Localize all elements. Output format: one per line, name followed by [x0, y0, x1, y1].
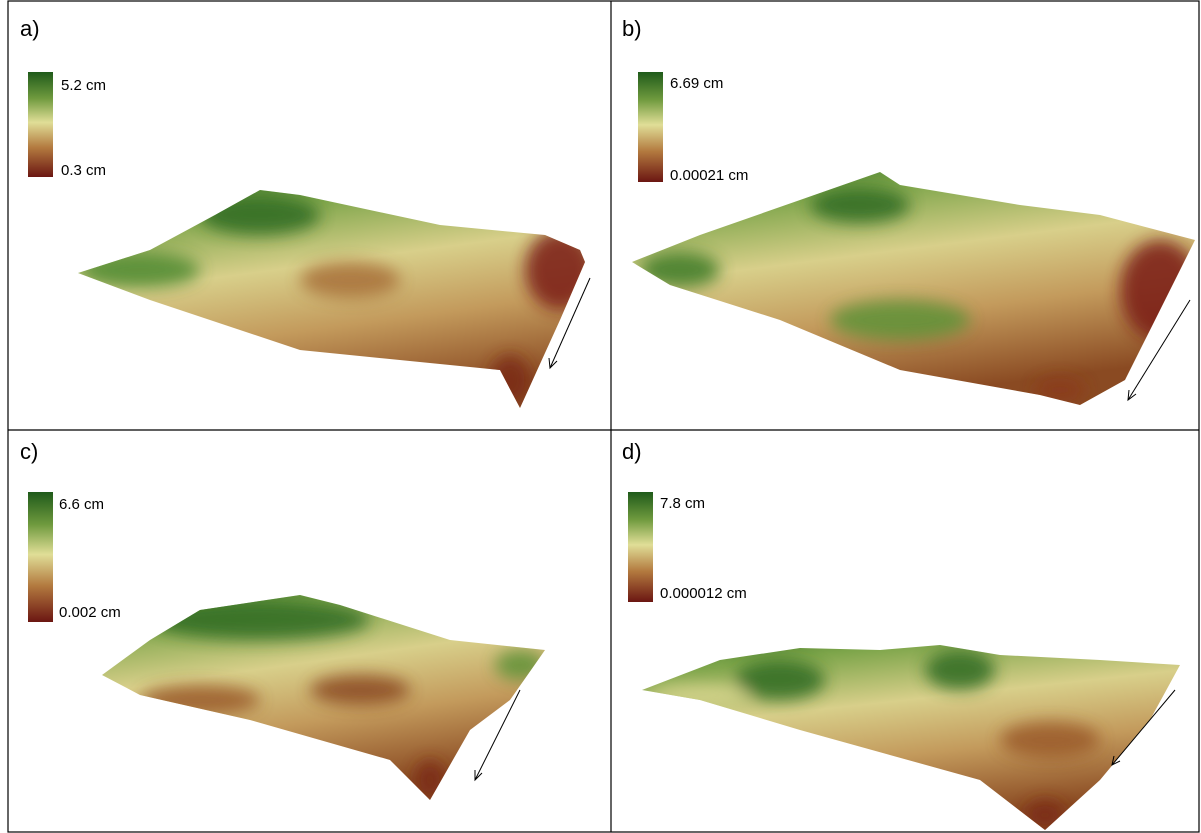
legend-min: 0.002 cm	[59, 604, 121, 621]
legend-max: 7.8 cm	[660, 495, 705, 512]
panel: d) 7.8 cm 0.000012 cm	[622, 439, 1180, 830]
legend-max: 5.2 cm	[61, 77, 106, 94]
arrow	[474, 689, 521, 781]
legend-min: 0.3 cm	[61, 162, 106, 179]
colorbar	[28, 72, 53, 177]
arrow	[1127, 299, 1191, 401]
colorbar	[628, 492, 653, 602]
legend-min: 0.000012 cm	[660, 585, 747, 602]
colorbar	[638, 72, 663, 182]
panel-label: b)	[622, 16, 642, 41]
arrow-head	[548, 357, 558, 370]
arrow-head	[1111, 755, 1121, 766]
colorbar	[28, 492, 53, 622]
legend-min: 0.00021 cm	[670, 167, 748, 184]
arrow	[1111, 689, 1176, 766]
terrain	[642, 645, 1180, 830]
arrow-head	[474, 770, 483, 782]
panel: c) 6.6 cm 0.002 cm	[20, 439, 545, 800]
terrain	[78, 190, 585, 408]
panel-label: a)	[20, 16, 40, 41]
panel: a) 5.2 cm 0.3 cm	[20, 16, 591, 408]
frame	[7, 0, 1200, 833]
arrow-head	[1127, 389, 1137, 402]
terrain	[102, 595, 545, 800]
legend-max: 6.6 cm	[59, 496, 104, 513]
arrow	[549, 277, 591, 369]
legend-max: 6.69 cm	[670, 75, 723, 92]
panel: b) 6.69 cm 0.00021 cm	[622, 16, 1195, 405]
panel-label: d)	[622, 439, 642, 464]
terrain	[632, 172, 1195, 405]
panel-label: c)	[20, 439, 38, 464]
